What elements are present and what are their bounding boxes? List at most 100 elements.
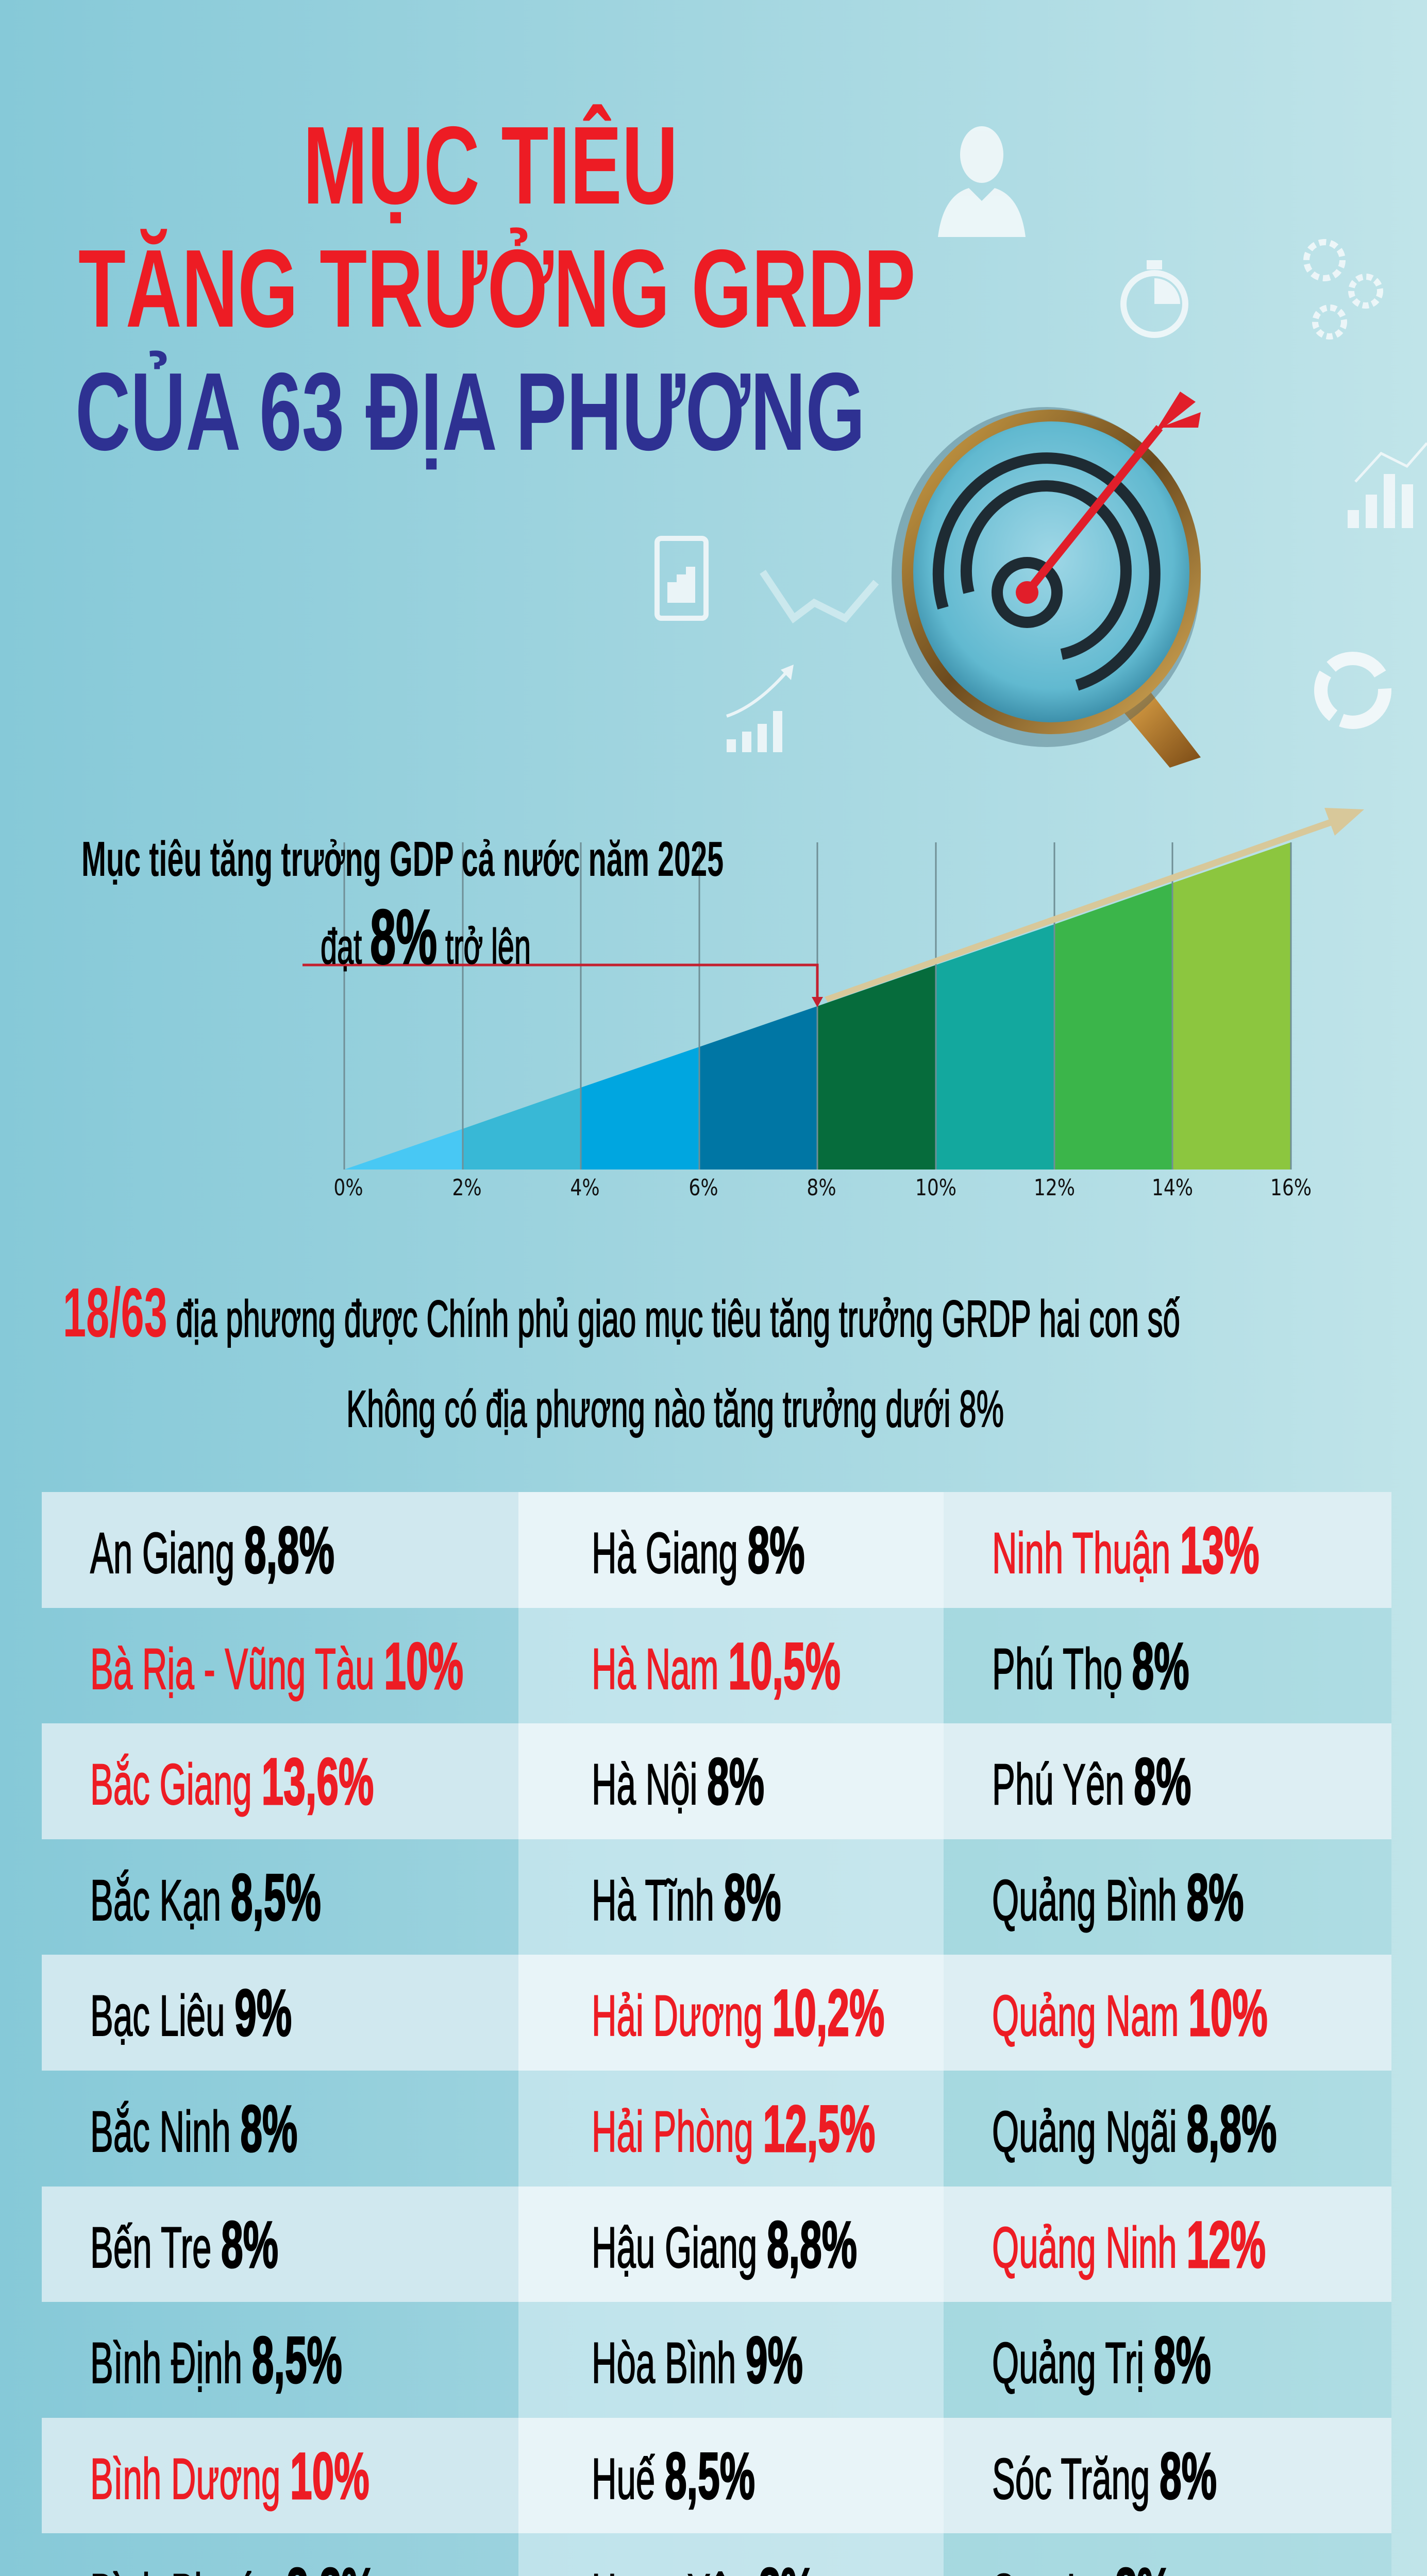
province-grdp-target: 13,6% (261, 1745, 375, 1819)
province-grdp-target: 8% (724, 1860, 782, 1935)
svg-text:6%: 6% (689, 1175, 718, 1201)
province-name: Hà Nam (591, 1636, 719, 1701)
title-line-3: CỦA 63 ĐỊA PHƯƠNG (75, 349, 865, 473)
province-cell: Phú Yên 8% (944, 1723, 1391, 1839)
province-cell: Bình Phước 8,8% (42, 2533, 518, 2576)
province-grdp-target: 8% (747, 1514, 805, 1587)
table-row: Bà Rịa - Vũng Tàu 10% Hà Nam 10,5% Phú Thọ… (42, 1607, 1391, 1724)
province-name: An Giang (90, 1521, 235, 1585)
caption-value: 8% (370, 893, 438, 980)
province-name: Hưng Yên (591, 2562, 749, 2576)
table-row: Bình Phước 8,8%Hưng Yên 8%Sơn La 8% (42, 2533, 1391, 2576)
province-grdp-target: 10% (290, 2439, 370, 2513)
x-axis-ticks: 0% 2% 4% 6% 8% 10% 12% 14% 16% (333, 1175, 1312, 1201)
province-name: Bắc Giang (90, 1752, 252, 1817)
province-cell: Hậu Giang 8,8% (518, 2186, 944, 2302)
title-line-1: MỤC TIÊU (303, 103, 678, 227)
province-name: Sơn La (992, 2562, 1105, 2576)
province-entry: Phú Thọ 8% (992, 1633, 1189, 1701)
province-name: Bình Dương (90, 2446, 281, 2511)
table-row: Bình Dương 10% Huế 8,5% Sóc Trăng 8% (42, 2417, 1391, 2534)
table-row: Bắc Kạn 8,5% Hà Tĩnh 8% Quảng Bình 8% (42, 1839, 1391, 1955)
province-name: Quảng Ngãi (992, 2099, 1177, 2164)
province-grdp-target: 8,5% (230, 1860, 322, 1935)
table-row: Bắc Ninh 8% Hải Phòng 12,5% Quảng Ngãi 8,8… (42, 2070, 1391, 2187)
province-name: Hải Phòng (591, 2099, 753, 2164)
caption-prefix: đạt (320, 919, 362, 974)
table-row: Bến Tre 8% Hậu Giang 8,8% Quảng Ninh 12% (42, 2186, 1391, 2302)
province-grdp-target: 8% (240, 2092, 298, 2166)
province-cell: Hưng Yên 8% (518, 2533, 944, 2576)
province-name: Bến Tre (90, 2215, 212, 2280)
table-row: Bắc Giang 13,6% Hà Nội 8% Phú Yên 8% (42, 1723, 1391, 1839)
province-entry: Hậu Giang 8,8% (591, 2211, 857, 2280)
province-entry: Hải Phòng 12,5% (591, 2095, 876, 2164)
summary-line1-text: địa phương được Chính phủ giao mục tiêu … (176, 1290, 1181, 1348)
province-cell: Hải Phòng 12,5% (518, 2070, 944, 2187)
province-name: Hậu Giang (591, 2215, 758, 2280)
table-row: Bạc Liêu 9% Hải Dương 10,2% Quảng Nam 10% (42, 1955, 1391, 2071)
highlight-count: 18/63 (63, 1274, 167, 1351)
province-cell: Phú Thọ 8% (944, 1607, 1391, 1724)
province-entry: Sơn La 8% (992, 2558, 1172, 2576)
province-grdp-target: 9% (745, 2324, 803, 2398)
province-name: Bắc Kạn (90, 1868, 222, 1933)
trend-arrow-icon (825, 808, 1364, 1002)
growth-chart-icon (726, 665, 794, 752)
province-cell: Bình Định 8,5% (42, 2302, 518, 2418)
stopwatch-icon (1120, 260, 1188, 338)
grdp-target-table: An Giang 8,8% Hà Giang 8% Ninh Thuận 13% Bà… (42, 1492, 1391, 2576)
province-cell: Hà Giang 8% (518, 1492, 944, 1608)
svg-text:12%: 12% (1034, 1175, 1075, 1201)
target-pointer-arrow (303, 963, 819, 999)
svg-text:14%: 14% (1152, 1175, 1193, 1201)
province-grdp-target: 8,8% (766, 2208, 858, 2282)
province-name: Phú Thọ (992, 1636, 1122, 1701)
province-name: Sóc Trăng (992, 2446, 1150, 2511)
chart-gridlines (343, 842, 1292, 1170)
line-bar-chart-icon (1348, 442, 1427, 528)
svg-text:0%: 0% (333, 1175, 363, 1201)
clipboard-chart-icon (654, 536, 709, 621)
province-cell: Quảng Trị 8% (944, 2302, 1391, 2418)
province-grdp-target: 8,8% (286, 2555, 377, 2576)
province-grdp-target: 8% (1114, 2555, 1172, 2576)
summary-line-2: Không có địa phương nào tăng trưởng dưới… (346, 1380, 1004, 1438)
summary-line-1: 18/63 địa phương được Chính phủ giao mục… (63, 1278, 1180, 1347)
province-grdp-target: 8% (1132, 1629, 1190, 1703)
gears-icon (1303, 239, 1383, 340)
province-entry: Bình Định 8,5% (90, 2327, 342, 2394)
province-grdp-target: 8,8% (244, 1514, 335, 1587)
province-entry: Bến Tre 8% (90, 2211, 279, 2280)
svg-text:16%: 16% (1270, 1175, 1312, 1201)
province-grdp-target: 8% (758, 2555, 816, 2576)
magnifier-target-arrow-icon (892, 392, 1201, 768)
growth-target-chart: 0% 2% 4% 6% 8% 10% 12% 14% 16% (303, 808, 1364, 1201)
province-cell: Sơn La 8% (944, 2533, 1391, 2576)
caption-suffix: trở lên (445, 919, 531, 974)
province-entry: Huế 8,5% (591, 2443, 756, 2511)
province-cell: Bạc Liêu 9% (42, 1955, 518, 2071)
province-name: Ninh Thuận (992, 1521, 1171, 1585)
province-entry: Hòa Bình 9% (591, 2327, 803, 2394)
province-name: Quảng Trị (992, 2331, 1145, 2396)
province-cell: Bến Tre 8% (42, 2186, 518, 2302)
province-cell: Quảng Nam 10% (944, 1955, 1391, 2071)
province-grdp-target: 10% (1188, 1976, 1268, 2050)
province-name: Bạc Liêu (90, 1984, 225, 2048)
province-name: Hải Dương (591, 1984, 763, 2048)
province-entry: Bạc Liêu 9% (90, 1979, 292, 2048)
chart-caption-line2: đạt 8% trở lên (320, 897, 531, 976)
province-grdp-target: 13% (1180, 1514, 1260, 1587)
province-entry: Hà Nam 10,5% (591, 1633, 841, 1701)
province-entry: Quảng Bình 8% (992, 1864, 1244, 1931)
province-name: Hà Tĩnh (591, 1868, 714, 1933)
province-name: Quảng Bình (992, 1868, 1177, 1933)
province-cell: Hà Tĩnh 8% (518, 1839, 944, 1955)
svg-text:2%: 2% (452, 1175, 481, 1201)
province-name: Huế (591, 2446, 656, 2511)
svg-text:10%: 10% (915, 1175, 956, 1201)
province-grdp-target: 8% (1186, 1860, 1244, 1935)
province-name: Quảng Nam (992, 1984, 1179, 2048)
province-grdp-target: 9% (234, 1976, 292, 2050)
